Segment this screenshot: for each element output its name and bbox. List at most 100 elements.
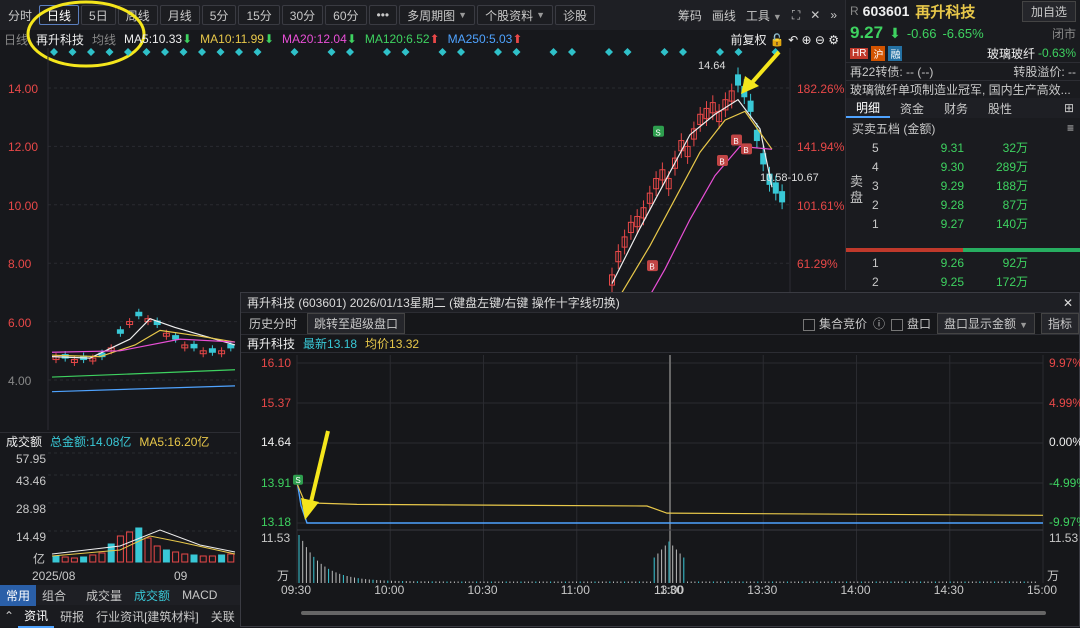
jump-super-pankou-button[interactable]: 跳转至超级盘口 (307, 313, 406, 334)
volume-bar (98, 552, 106, 563)
price-tick: 10.00 (8, 199, 39, 213)
volume-bar (172, 551, 180, 563)
volume-bar (199, 555, 207, 563)
menu-icon[interactable]: ≡ (1066, 121, 1074, 135)
close-icon[interactable]: ✕ (1062, 295, 1073, 310)
date-tick: 09 (174, 569, 188, 583)
time-tick: 13:00 (654, 583, 685, 597)
event-marker (494, 48, 502, 56)
signal-label: B (719, 158, 724, 167)
ma10-line (51, 329, 236, 358)
time-scrollbar[interactable] (301, 611, 1046, 615)
indicator-button[interactable]: 指标 (1040, 313, 1079, 334)
tab-15min[interactable]: 15分 (238, 5, 280, 25)
event-marker (68, 48, 77, 56)
pankou-checkbox[interactable]: 盘口 (891, 315, 931, 332)
stock-info-dropdown[interactable]: 个股资料 ▼ (477, 5, 553, 25)
signal-badge (717, 155, 728, 166)
intraday-pct-tick: -9.97% (1049, 515, 1080, 529)
last-price: 9.27 (850, 23, 884, 42)
event-marker (660, 48, 669, 56)
stock-news[interactable]: 玻璃微纤单项制造业冠军, 国内生产高效... (846, 80, 1080, 98)
ask-row: 3 9.29 188万 (872, 178, 1028, 194)
chevron-up-icon[interactable]: ⌃ (4, 609, 15, 623)
tab-related[interactable]: 关联 (210, 609, 235, 624)
candle (703, 107, 710, 120)
volume-bar (218, 554, 226, 563)
add-watchlist-button[interactable]: 加自选 (1021, 0, 1076, 22)
ma250-label: MA250:5.03⬆ (447, 32, 523, 46)
stock-name: 再升科技 (915, 3, 976, 21)
chevron-down-icon: ▼ (458, 10, 468, 20)
tab-5min[interactable]: 5分 (201, 5, 237, 25)
stock-label: 再升科技 (36, 32, 85, 47)
intraday-pct-tick: -4.99% (1049, 476, 1080, 490)
tab-finance[interactable]: 财务 (944, 101, 969, 116)
tab-monthly[interactable]: 月线 (159, 5, 200, 25)
grid-icon[interactable]: ⊞ (1063, 101, 1074, 115)
intraday-popup: 再升科技 (603601) 2026/01/13星期二 (键盘左键/右键 操作十… (240, 292, 1080, 627)
price-tick: 12.00 (8, 140, 39, 154)
ask-row: 5 9.31 32万 (872, 140, 1028, 156)
price-tick: 8.00 (8, 257, 32, 271)
candle (208, 348, 216, 353)
ma120-line (51, 369, 236, 378)
tools-button[interactable]: 工具 ▼ (746, 7, 782, 24)
chips-button[interactable]: 筹码 (677, 8, 702, 23)
volume-bar (89, 554, 97, 563)
tab-macd[interactable]: MACD (182, 588, 218, 602)
candle (697, 113, 704, 125)
candle (634, 215, 641, 228)
tab-combo[interactable]: 组合 (42, 588, 67, 603)
tab-common[interactable]: 常用 (0, 584, 37, 606)
volume-bar (208, 555, 216, 563)
pct-tick: 61.29% (797, 257, 838, 271)
tab-amount[interactable]: 成交额 (134, 588, 171, 603)
tab-60min[interactable]: 60分 (325, 5, 367, 25)
candle (172, 335, 180, 340)
annotation-arrow (301, 430, 330, 520)
volume-ma5: MA5:16.20亿 (139, 435, 210, 449)
time-axis: 09:30 10:00 10:30 11:00 11:30 13:00 13:30 14:00… (241, 583, 1079, 599)
event-marker (401, 48, 410, 56)
close-icon[interactable]: ✕ (810, 8, 821, 22)
multi-period-label: 多周期图 (407, 8, 456, 23)
expand-icon[interactable]: » (830, 8, 837, 22)
tab-weekly[interactable]: 周线 (117, 5, 158, 25)
tab-funds[interactable]: 资金 (900, 101, 925, 116)
event-marker (142, 48, 151, 56)
info-icon[interactable]: ⓘ (873, 317, 886, 331)
ma20-label: MA20:12.04⬇ (282, 32, 357, 46)
fullscreen-icon[interactable]: ⛶ (791, 7, 801, 22)
time-tick: 10:30 (467, 583, 498, 597)
signal-badge (731, 134, 742, 146)
multi-period-dropdown[interactable]: 多周期图 ▼ (399, 5, 476, 25)
diagnose-button[interactable]: 诊股 (555, 5, 596, 25)
tab-character[interactable]: 股性 (988, 101, 1013, 116)
auction-checkbox[interactable]: 集合竞价 (803, 315, 867, 332)
event-marker (457, 48, 465, 56)
fq-control[interactable]: 前复权 🔓 ↶ ⊕ ⊖ ⚙ (730, 32, 839, 47)
sector-name[interactable]: 玻璃玻纤 (986, 46, 1035, 61)
event-marker (198, 48, 206, 56)
tab-news[interactable]: 资讯 (18, 605, 55, 628)
volume-label[interactable]: 成交额 (6, 435, 43, 449)
volume-bar (144, 537, 152, 563)
tab-5day[interactable]: 5日 (81, 5, 116, 25)
ma250-line (51, 385, 236, 393)
tab-detail[interactable]: 明细 (846, 99, 891, 118)
tab-volume[interactable]: 成交量 (86, 588, 123, 603)
tab-30min[interactable]: 30分 (281, 5, 324, 25)
tab-research[interactable]: 研报 (60, 609, 85, 624)
price-pct: -6.65% (942, 25, 984, 41)
draw-button[interactable]: 画线 (711, 8, 736, 23)
event-marker (235, 48, 243, 56)
avg-label[interactable]: 均线 (92, 32, 117, 47)
tab-industry[interactable]: 行业资讯[建筑材料] (96, 609, 199, 624)
r-badge: R (850, 4, 859, 18)
pankou-display-dropdown[interactable]: 盘口显示金额 ▼ (937, 313, 1035, 334)
tab-intraday[interactable]: 分时 (8, 8, 33, 23)
candle (227, 343, 235, 349)
more-button[interactable]: ••• (368, 5, 398, 25)
candle (218, 350, 226, 355)
